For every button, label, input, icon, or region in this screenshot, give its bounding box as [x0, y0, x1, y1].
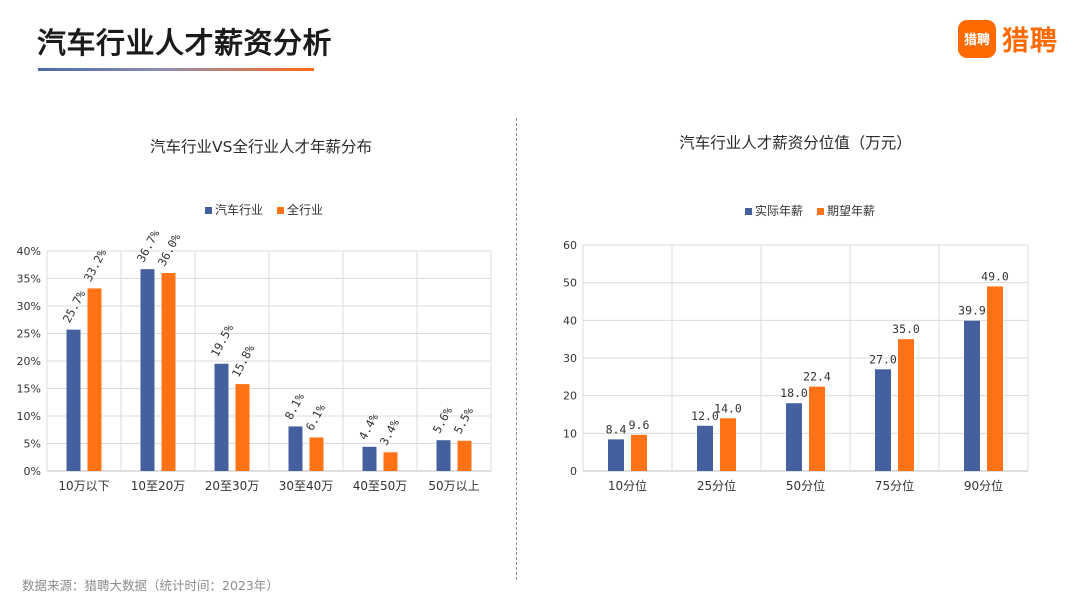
y-tick-label: 5%	[24, 438, 41, 451]
data-label: 9.6	[629, 418, 650, 432]
bar-1	[631, 434, 647, 471]
bar-1	[457, 440, 472, 471]
x-tick-label: 90分位	[964, 478, 1003, 493]
data-label: 8.4	[606, 422, 627, 436]
liepin-logo: 猎聘 猎聘	[958, 19, 1058, 58]
x-tick-label: 40至50万	[353, 479, 408, 493]
data-label: 49.0	[981, 269, 1009, 283]
x-tick-label: 75分位	[875, 478, 914, 493]
legend-swatch-1	[817, 208, 824, 215]
x-tick-label: 50万以上	[428, 479, 479, 493]
y-tick-label: 60	[563, 239, 577, 252]
bar-0	[608, 439, 624, 471]
data-source-note: 数据来源：猎聘大数据（统计时间：2023年）	[22, 578, 279, 593]
data-label: 12.0	[691, 409, 719, 423]
x-tick-label: 25分位	[697, 478, 736, 493]
legend-label: 期望年薪	[827, 204, 875, 218]
legend-swatch-0	[205, 207, 212, 214]
data-label: 22.4	[803, 370, 831, 384]
y-tick-label: 50	[563, 277, 577, 290]
x-tick-label: 10至20万	[131, 479, 186, 493]
x-tick-label: 50分位	[786, 478, 825, 493]
bar-1	[987, 286, 1003, 471]
bar-1	[809, 386, 825, 471]
y-tick-label: 10%	[17, 410, 41, 423]
bar-1	[720, 418, 736, 471]
y-tick-label: 0	[570, 465, 577, 478]
bar-0	[140, 269, 155, 471]
data-label: 27.0	[869, 352, 897, 366]
legend-swatch-0	[745, 208, 752, 215]
bar-1	[87, 288, 102, 471]
y-tick-label: 15%	[17, 383, 41, 396]
chart-title: 汽车行业VS全行业人才年薪分布	[150, 138, 372, 156]
y-tick-label: 20	[563, 390, 577, 403]
bar-0	[362, 446, 377, 471]
logo-text: 猎聘	[1002, 26, 1058, 57]
bar-0	[875, 369, 891, 471]
y-tick-label: 0%	[24, 465, 41, 478]
y-tick-label: 35%	[17, 273, 41, 286]
y-tick-label: 20%	[17, 355, 41, 368]
y-tick-label: 40%	[17, 245, 41, 258]
bar-0	[697, 425, 713, 471]
x-tick-label: 30至40万	[279, 479, 334, 493]
section-divider	[516, 118, 517, 580]
page-title: 汽车行业人才薪资分析	[37, 26, 333, 60]
x-tick-label: 10万以下	[58, 479, 109, 493]
legend-label: 全行业	[287, 202, 323, 217]
legend-label: 实际年薪	[755, 203, 803, 218]
bar-0	[214, 363, 229, 471]
y-tick-label: 40	[563, 314, 577, 327]
x-tick-label: 20至30万	[205, 479, 260, 493]
bar-1	[898, 339, 914, 471]
data-label: 35.0	[892, 322, 920, 336]
bar-1	[383, 452, 398, 471]
data-label: 14.0	[714, 401, 742, 415]
bar-0	[436, 440, 451, 471]
data-label: 39.9	[958, 304, 986, 318]
bar-1	[235, 384, 250, 471]
logo-badge-icon: 猎聘	[958, 19, 996, 58]
bar-1	[309, 437, 324, 471]
data-label: 18.0	[780, 386, 808, 400]
x-tick-label: 10分位	[608, 478, 647, 493]
bar-0	[964, 320, 980, 471]
chart-title: 汽车行业人才薪资分位值（万元）	[679, 134, 912, 152]
legend-swatch-1	[277, 207, 284, 214]
legend-label: 汽车行业	[215, 202, 263, 217]
y-tick-label: 30%	[17, 300, 41, 313]
bar-0	[786, 403, 802, 471]
bar-0	[66, 329, 81, 471]
y-tick-label: 10	[563, 427, 577, 440]
bar-0	[288, 426, 303, 471]
y-tick-label: 30	[563, 352, 577, 365]
y-tick-label: 25%	[17, 328, 41, 341]
bar-1	[161, 273, 176, 471]
title-underline	[38, 68, 314, 71]
